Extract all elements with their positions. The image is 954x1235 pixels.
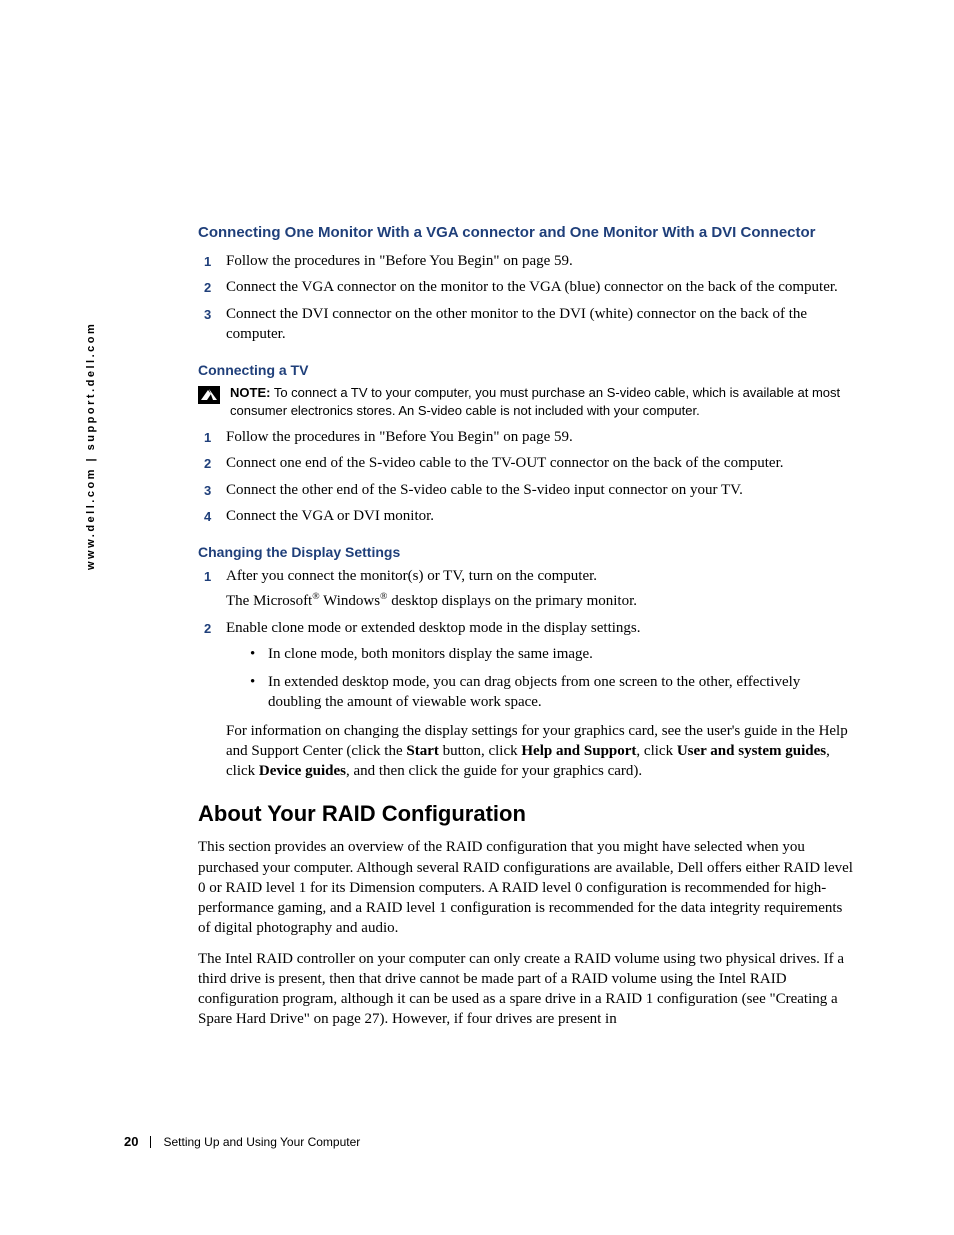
step-item: 3Connect the other end of the S-video ca… [198,480,856,500]
step-number: 2 [198,453,226,473]
step-item: 1Follow the procedures in "Before You Be… [198,251,856,271]
heading-connecting-vga-dvi: Connecting One Monitor With a VGA connec… [198,224,856,241]
heading-about-raid: About Your RAID Configuration [198,801,856,827]
heading-connecting-tv: Connecting a TV [198,362,856,378]
footer-divider [150,1136,151,1148]
step-text: Connect the VGA connector on the monitor… [226,277,856,297]
step-text: After you connect the monitor(s) or TV, … [226,566,856,612]
step-number: 2 [198,618,226,638]
step-item: 4Connect the VGA or DVI monitor. [198,506,856,526]
page-number: 20 [124,1134,138,1149]
step-text: Follow the procedures in "Before You Beg… [226,251,856,271]
page-footer: 20 Setting Up and Using Your Computer [124,1134,360,1149]
step-item: 2 Enable clone mode or extended desktop … [198,618,856,782]
step-item: 3Connect the DVI connector on the other … [198,304,856,345]
sidebar-url-text: www.dell.com | support.dell.com [85,340,97,570]
step2-intro: Enable clone mode or extended desktop mo… [226,620,641,636]
note-body: To connect a TV to your computer, you mu… [230,385,840,418]
step-number: 1 [198,427,226,447]
steps-changing-display: 1 After you connect the monitor(s) or TV… [198,566,856,781]
note-text: NOTE: To connect a TV to your computer, … [230,384,856,419]
step-item: 1 After you connect the monitor(s) or TV… [198,566,856,612]
step2-bullets: In clone mode, both monitors display the… [250,644,856,713]
step-number: 3 [198,304,226,324]
note-label: NOTE: [230,385,270,400]
step-item: 2Connect the VGA connector on the monito… [198,277,856,297]
step-number: 3 [198,480,226,500]
chapter-title: Setting Up and Using Your Computer [163,1135,360,1149]
step1-line2: The Microsoft® Windows® desktop displays… [226,590,856,611]
bullet-item: In extended desktop mode, you can drag o… [250,672,856,713]
steps-connecting-vga-dvi: 1Follow the procedures in "Before You Be… [198,251,856,344]
step-number: 1 [198,566,226,586]
sidebar-url-container: www.dell.com | support.dell.com [85,340,99,570]
step1-line1: After you connect the monitor(s) or TV, … [226,568,597,584]
note-block: NOTE: To connect a TV to your computer, … [198,384,856,419]
step-text: Connect the VGA or DVI monitor. [226,506,856,526]
bullet-item: In clone mode, both monitors display the… [250,644,856,664]
step2-para: For information on changing the display … [226,721,856,782]
step-text: Connect the DVI connector on the other m… [226,304,856,345]
steps-connecting-tv: 1Follow the procedures in "Before You Be… [198,427,856,526]
step-number: 1 [198,251,226,271]
step-item: 1Follow the procedures in "Before You Be… [198,427,856,447]
step-text: Connect the other end of the S-video cab… [226,480,856,500]
step-text: Follow the procedures in "Before You Beg… [226,427,856,447]
raid-para2: The Intel RAID controller on your comput… [198,949,856,1030]
step-item: 2Connect one end of the S-video cable to… [198,453,856,473]
note-icon [198,386,220,404]
step-text: Connect one end of the S-video cable to … [226,453,856,473]
step-number: 4 [198,506,226,526]
raid-para1: This section provides an overview of the… [198,837,856,938]
document-page: www.dell.com | support.dell.com Connecti… [0,0,954,1235]
heading-changing-display: Changing the Display Settings [198,544,856,560]
step-number: 2 [198,277,226,297]
step-text: Enable clone mode or extended desktop mo… [226,618,856,782]
